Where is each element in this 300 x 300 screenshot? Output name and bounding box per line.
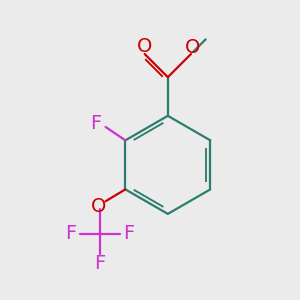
Text: F: F xyxy=(65,224,76,244)
Text: F: F xyxy=(90,115,101,134)
Text: O: O xyxy=(185,38,200,57)
Text: O: O xyxy=(137,37,152,56)
Text: O: O xyxy=(90,197,106,216)
Text: F: F xyxy=(123,224,134,244)
Text: F: F xyxy=(94,254,105,273)
